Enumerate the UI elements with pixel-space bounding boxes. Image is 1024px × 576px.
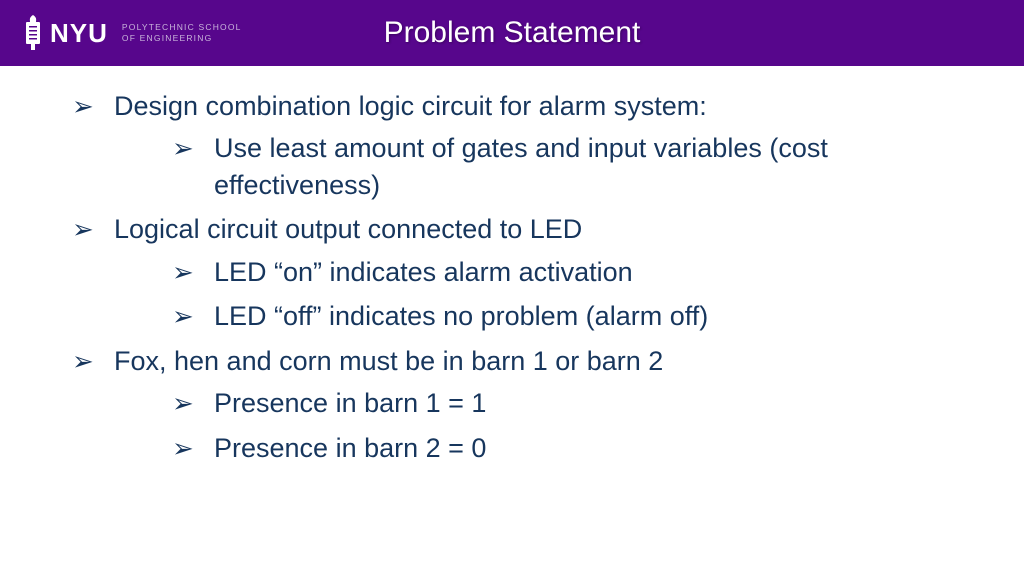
bullet-text: Fox, hen and corn must be in barn 1 or b… (114, 346, 663, 376)
school-name: POLYTECHNIC SCHOOL OF ENGINEERING (122, 22, 242, 44)
slide-title: Problem Statement (384, 16, 641, 50)
bullet-text: Logical circuit output connected to LED (114, 214, 582, 244)
bullet-text: LED “on” indicates alarm activation (214, 257, 633, 287)
bullet-text: Use least amount of gates and input vari… (214, 133, 828, 199)
bullet-text: LED “off” indicates no problem (alarm of… (214, 301, 708, 331)
nyu-logo-text: NYU (50, 18, 108, 49)
list-item: Use least amount of gates and input vari… (114, 130, 964, 203)
logo-block: NYU POLYTECHNIC SCHOOL OF ENGINEERING (24, 14, 242, 52)
list-item: Presence in barn 2 = 0 (114, 430, 964, 466)
list-item: Presence in barn 1 = 1 (114, 385, 964, 421)
bullet-text: Presence in barn 2 = 0 (214, 433, 486, 463)
school-line-2: OF ENGINEERING (122, 33, 242, 44)
slide-header: NYU POLYTECHNIC SCHOOL OF ENGINEERING Pr… (0, 0, 1024, 66)
school-line-1: POLYTECHNIC SCHOOL (122, 22, 242, 33)
bullet-list: Design combination logic circuit for ala… (60, 88, 964, 466)
bullet-text: Presence in barn 1 = 1 (214, 388, 486, 418)
list-item: LED “off” indicates no problem (alarm of… (114, 298, 964, 334)
sub-list: Use least amount of gates and input vari… (114, 130, 964, 203)
list-item: Logical circuit output connected to LED … (60, 211, 964, 334)
sub-list: LED “on” indicates alarm activation LED … (114, 254, 964, 335)
list-item: Design combination logic circuit for ala… (60, 88, 964, 203)
slide-content: Design combination logic circuit for ala… (0, 66, 1024, 494)
torch-icon (24, 14, 42, 52)
list-item: Fox, hen and corn must be in barn 1 or b… (60, 343, 964, 466)
sub-list: Presence in barn 1 = 1 Presence in barn … (114, 385, 964, 466)
bullet-text: Design combination logic circuit for ala… (114, 91, 707, 121)
list-item: LED “on” indicates alarm activation (114, 254, 964, 290)
